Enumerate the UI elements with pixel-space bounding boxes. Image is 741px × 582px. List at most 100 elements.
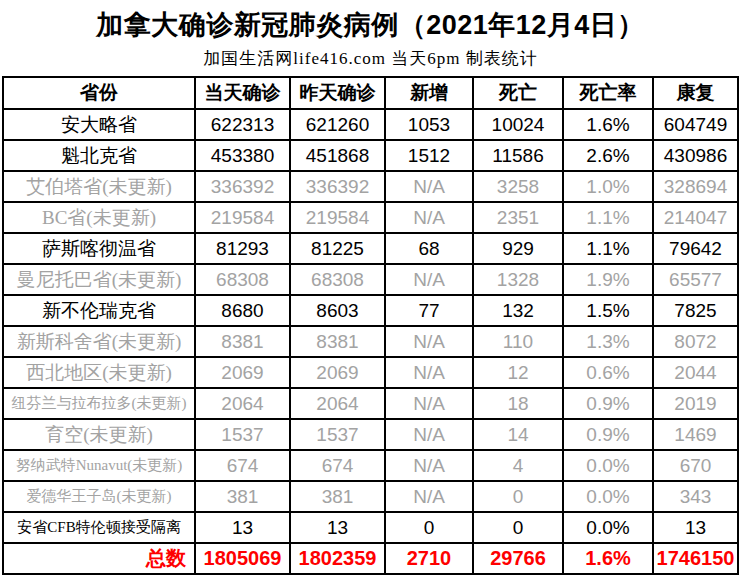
deaths-cell: 132 [473, 295, 563, 326]
yesterday-cell: 8603 [290, 295, 385, 326]
header-yesterday-confirmed: 昨天确诊 [290, 77, 385, 109]
new-cases-cell: N/A [385, 419, 473, 450]
table-row: 新不伦瑞克省86808603771321.5%7825 [3, 295, 738, 326]
death-rate-cell: 0.0% [563, 450, 653, 481]
province-cell: 萨斯喀彻温省 [3, 233, 195, 264]
death-rate-cell: 0.9% [563, 419, 653, 450]
today-cell: 381 [195, 481, 290, 512]
recovered-cell: 65577 [653, 264, 738, 295]
deaths-cell: 929 [473, 233, 563, 264]
table-row: 西北地区(未更新)20692069N/A120.6%2044 [3, 357, 738, 388]
header-new-cases: 新增 [385, 77, 473, 109]
table-row: 育空(未更新)15371537N/A140.9%1469 [3, 419, 738, 450]
deaths-cell: 0 [473, 481, 563, 512]
deaths-cell: 14 [473, 419, 563, 450]
today-cell: 8381 [195, 326, 290, 357]
deaths-cell: 110 [473, 326, 563, 357]
header-province: 省份 [3, 77, 195, 109]
page-title: 加拿大确诊新冠肺炎病例（2021年12月4日） [0, 7, 741, 43]
today-cell: 622313 [195, 109, 290, 140]
deaths-cell: 12 [473, 357, 563, 388]
recovered-cell: 79642 [653, 233, 738, 264]
report-page: 加拿大确诊新冠肺炎病例（2021年12月4日） 加国生活网life416.com… [0, 7, 741, 575]
death-rate-cell: 1.0% [563, 171, 653, 202]
province-cell: 总数 [3, 543, 195, 574]
deaths-cell: 0 [473, 512, 563, 543]
death-rate-cell: 1.1% [563, 233, 653, 264]
recovered-cell: 7825 [653, 295, 738, 326]
table-row: 安大略省6223136212601053100241.6%604749 [3, 109, 738, 140]
recovered-cell: 1469 [653, 419, 738, 450]
province-cell: 育空(未更新) [3, 419, 195, 450]
yesterday-cell: 68308 [290, 264, 385, 295]
today-cell: 453380 [195, 140, 290, 171]
today-cell: 68308 [195, 264, 290, 295]
province-cell: 安省CFB特伦顿接受隔离 [3, 512, 195, 543]
province-cell: 安大略省 [3, 109, 195, 140]
yesterday-cell: 81225 [290, 233, 385, 264]
province-cell: 努纳武特Nunavut(未更新) [3, 450, 195, 481]
yesterday-cell: 8381 [290, 326, 385, 357]
death-rate-cell: 2.6% [563, 140, 653, 171]
table-header-row: 省份 当天确诊 昨天确诊 新增 死亡 死亡率 康复 [3, 77, 738, 109]
new-cases-cell: 77 [385, 295, 473, 326]
new-cases-cell: N/A [385, 171, 473, 202]
deaths-cell: 1328 [473, 264, 563, 295]
province-cell: BC省(未更新) [3, 202, 195, 233]
province-cell: 魁北克省 [3, 140, 195, 171]
recovered-cell: 430986 [653, 140, 738, 171]
new-cases-cell: 68 [385, 233, 473, 264]
table-row: 努纳武特Nunavut(未更新)674674N/A40.0%670 [3, 450, 738, 481]
deaths-cell: 4 [473, 450, 563, 481]
table-row: 安省CFB特伦顿接受隔离1313000.0%13 [3, 512, 738, 543]
table-row: 萨斯喀彻温省8129381225689291.1%79642 [3, 233, 738, 264]
death-rate-cell: 0.0% [563, 481, 653, 512]
table-row: 爱德华王子岛(未更新)381381N/A00.0%343 [3, 481, 738, 512]
table-row: 新斯科舍省(未更新)83818381N/A1101.3%8072 [3, 326, 738, 357]
table-row: 曼尼托巴省(未更新)6830868308N/A13281.9%65577 [3, 264, 738, 295]
yesterday-cell: 381 [290, 481, 385, 512]
death-rate-cell: 0.0% [563, 512, 653, 543]
yesterday-cell: 621260 [290, 109, 385, 140]
header-deaths: 死亡 [473, 77, 563, 109]
yesterday-cell: 2069 [290, 357, 385, 388]
new-cases-cell: N/A [385, 481, 473, 512]
yesterday-cell: 1537 [290, 419, 385, 450]
deaths-cell: 10024 [473, 109, 563, 140]
recovered-cell: 343 [653, 481, 738, 512]
deaths-cell: 11586 [473, 140, 563, 171]
province-cell: 新不伦瑞克省 [3, 295, 195, 326]
table-row: BC省(未更新)219584219584N/A23511.1%214047 [3, 202, 738, 233]
today-cell: 336392 [195, 171, 290, 202]
province-cell: 艾伯塔省(未更新) [3, 171, 195, 202]
recovered-cell: 13 [653, 512, 738, 543]
today-cell: 2064 [195, 388, 290, 419]
yesterday-cell: 2064 [290, 388, 385, 419]
deaths-cell: 18 [473, 388, 563, 419]
new-cases-cell: 0 [385, 512, 473, 543]
today-cell: 674 [195, 450, 290, 481]
new-cases-cell: N/A [385, 357, 473, 388]
table-row: 魁北克省4533804518681512115862.6%430986 [3, 140, 738, 171]
new-cases-cell: 2710 [385, 543, 473, 574]
yesterday-cell: 13 [290, 512, 385, 543]
today-cell: 2069 [195, 357, 290, 388]
death-rate-cell: 1.6% [563, 543, 653, 574]
today-cell: 13 [195, 512, 290, 543]
yesterday-cell: 674 [290, 450, 385, 481]
table-row: 纽芬兰与拉布拉多(未更新)20642064N/A180.9%2019 [3, 388, 738, 419]
table-row: 艾伯塔省(未更新)336392336392N/A32581.0%328694 [3, 171, 738, 202]
yesterday-cell: 1802359 [290, 543, 385, 574]
today-cell: 8680 [195, 295, 290, 326]
recovered-cell: 2019 [653, 388, 738, 419]
new-cases-cell: N/A [385, 326, 473, 357]
covid-stats-table: 省份 当天确诊 昨天确诊 新增 死亡 死亡率 康复 安大略省6223136212… [2, 76, 739, 575]
recovered-cell: 1746150 [653, 543, 738, 574]
yesterday-cell: 451868 [290, 140, 385, 171]
new-cases-cell: N/A [385, 202, 473, 233]
new-cases-cell: N/A [385, 264, 473, 295]
yesterday-cell: 219584 [290, 202, 385, 233]
new-cases-cell: 1512 [385, 140, 473, 171]
header-recovered: 康复 [653, 77, 738, 109]
recovered-cell: 214047 [653, 202, 738, 233]
